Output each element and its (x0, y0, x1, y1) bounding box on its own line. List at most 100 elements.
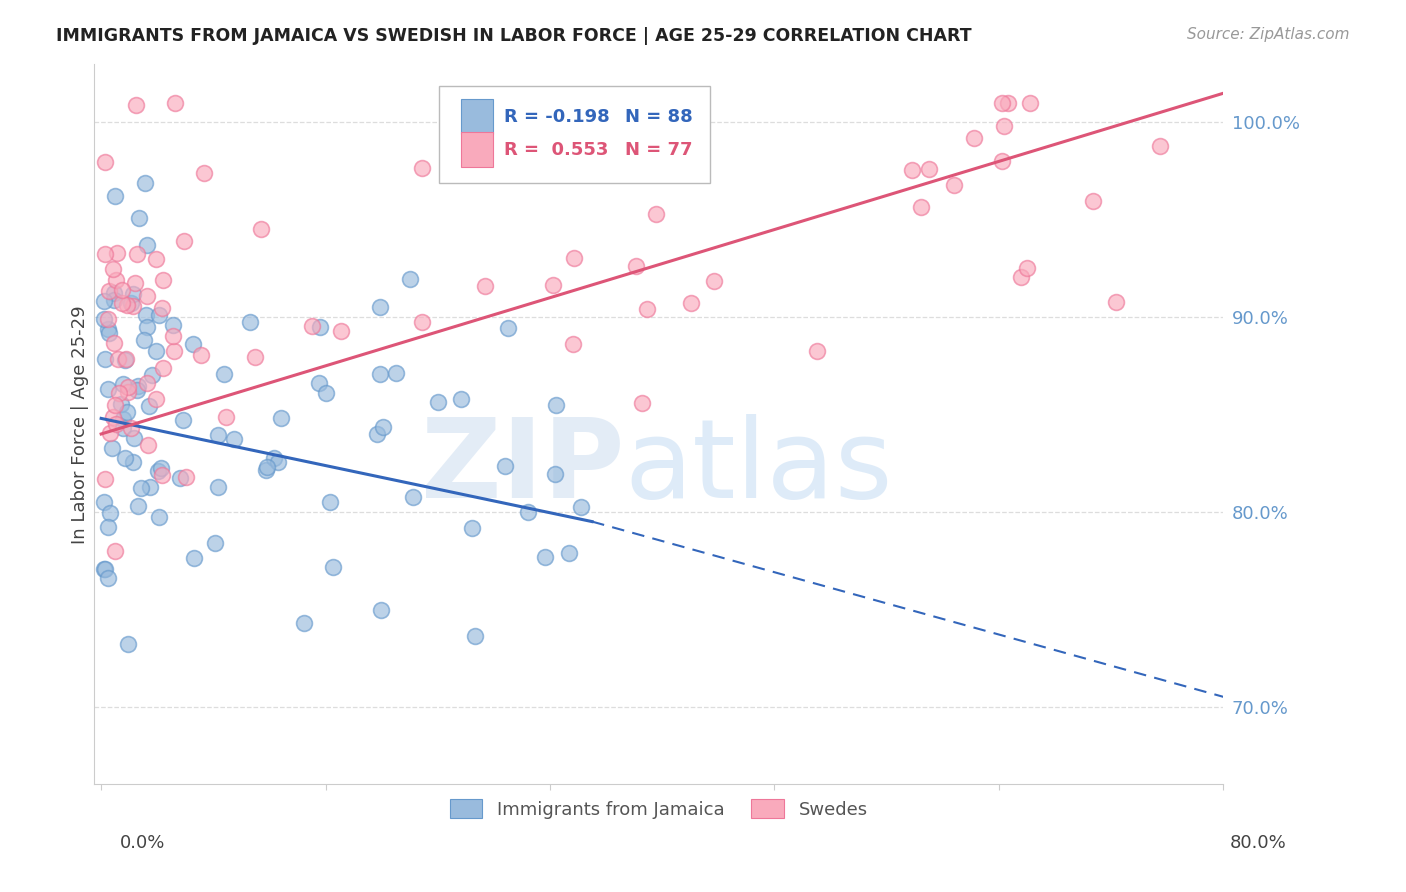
Point (464, 629, 486, 643)
Point (122, 431, 145, 445)
Point (136, 320, 159, 334)
Point (145, 392, 167, 406)
Point (1010, 270, 1032, 285)
Point (411, 161, 433, 175)
Point (111, 283, 134, 297)
Point (308, 376, 330, 391)
Point (190, 349, 212, 363)
Point (270, 411, 292, 425)
Point (138, 399, 160, 413)
Point (122, 454, 145, 468)
Point (901, 162, 924, 177)
Point (546, 398, 568, 412)
Point (239, 316, 262, 330)
Point (122, 299, 145, 313)
Point (322, 560, 344, 574)
Point (401, 490, 423, 504)
Point (127, 379, 149, 393)
Point (517, 505, 540, 519)
Point (98, 506, 121, 520)
Point (183, 337, 205, 351)
Text: atlas: atlas (624, 414, 893, 521)
Point (173, 234, 195, 248)
Point (990, 95, 1012, 110)
Point (103, 335, 125, 350)
Point (193, 166, 215, 180)
Point (136, 437, 159, 451)
Point (243, 350, 266, 364)
Point (373, 419, 395, 434)
Point (174, 470, 197, 484)
Point (112, 412, 135, 426)
Point (104, 543, 127, 558)
Point (991, 153, 1014, 168)
Point (1105, 295, 1128, 310)
Point (134, 176, 156, 190)
Point (97, 322, 120, 336)
Point (103, 293, 125, 307)
Point (136, 376, 159, 391)
Point (249, 222, 271, 236)
Point (496, 320, 519, 334)
Point (534, 549, 557, 564)
Point (117, 637, 139, 651)
Point (117, 385, 139, 400)
Point (411, 315, 433, 329)
Point (103, 286, 125, 301)
Point (494, 459, 516, 474)
Point (918, 161, 941, 176)
Point (93, 562, 115, 576)
Point (993, 119, 1015, 133)
Point (204, 535, 226, 549)
Point (162, 343, 184, 358)
Point (115, 298, 138, 312)
Point (368, 300, 391, 314)
Point (943, 178, 966, 192)
Point (427, 395, 450, 409)
Text: R =  0.553: R = 0.553 (503, 141, 609, 159)
Point (309, 320, 332, 334)
Point (450, 392, 472, 407)
FancyBboxPatch shape (461, 99, 492, 134)
Point (104, 398, 127, 412)
Point (115, 351, 138, 366)
Point (138, 480, 160, 494)
Point (256, 460, 278, 475)
Point (94, 352, 117, 367)
Point (107, 351, 129, 366)
Point (150, 468, 173, 483)
Point (100, 426, 122, 441)
Point (117, 405, 139, 419)
Text: ZIP: ZIP (422, 414, 624, 521)
Point (94, 155, 117, 169)
Point (105, 245, 128, 260)
Point (97, 312, 120, 326)
Point (145, 252, 167, 266)
Point (630, 396, 652, 410)
Point (148, 510, 170, 524)
Point (152, 273, 174, 287)
Point (93, 495, 115, 509)
Text: Source: ZipAtlas.com: Source: ZipAtlas.com (1187, 27, 1350, 42)
Point (543, 467, 565, 481)
Point (207, 428, 229, 442)
Point (145, 343, 167, 358)
Point (1015, 260, 1038, 275)
Legend: Immigrants from Jamaica, Swedes: Immigrants from Jamaica, Swedes (443, 792, 875, 826)
Point (110, 397, 132, 411)
Point (98, 326, 121, 340)
Point (124, 276, 146, 290)
Point (624, 259, 647, 273)
Point (1018, 95, 1040, 110)
Point (129, 482, 152, 496)
Point (165, 95, 187, 110)
Point (183, 550, 205, 565)
Point (114, 352, 136, 367)
Point (562, 251, 585, 265)
Point (150, 301, 173, 315)
Point (103, 262, 125, 277)
Point (266, 455, 288, 469)
Point (645, 206, 668, 220)
Point (319, 495, 342, 509)
Point (94, 246, 117, 260)
